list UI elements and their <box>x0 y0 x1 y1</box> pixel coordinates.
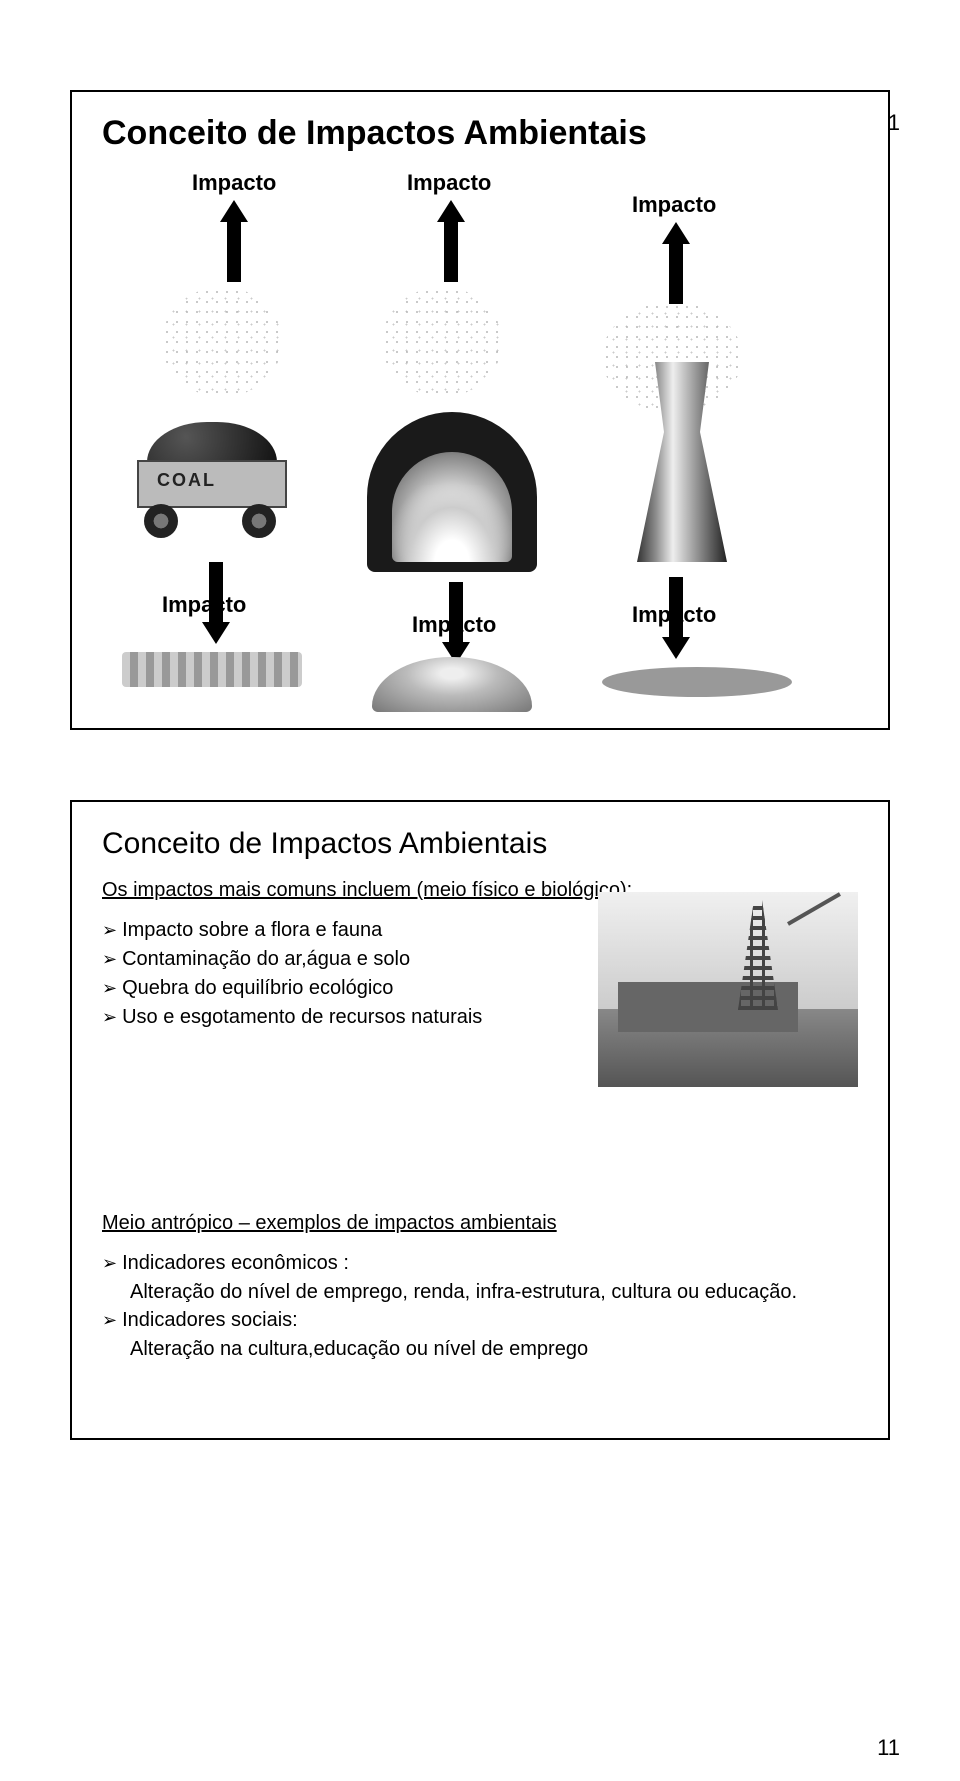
arrow-down-1 <box>202 622 230 644</box>
coal-cart: COAL <box>132 422 292 542</box>
anthropic-bullets: Indicadores econômicos : <box>102 1249 858 1278</box>
arrow-up-2 <box>437 200 465 222</box>
slide1-title: Conceito de Impactos Ambientais <box>102 114 647 153</box>
impact-label-bot-2: Impacto <box>412 612 496 638</box>
dust-cloud-1 <box>162 287 282 397</box>
ash-pile <box>372 657 532 712</box>
economic-detail: Alteração do nível de emprego, renda, in… <box>130 1278 858 1306</box>
water-surface <box>122 652 302 687</box>
slide2-subhead-2: Meio antrópico – exemplos de impactos am… <box>102 1212 858 1235</box>
furnace <box>362 402 542 572</box>
cooling-tower <box>617 362 747 562</box>
bullet-economic: Indicadores econômicos : <box>102 1249 858 1278</box>
ground-shadow <box>602 667 792 697</box>
page-number: 11 <box>877 1735 900 1761</box>
impact-label-bot-3: Impacto <box>632 602 716 628</box>
impact-label-top-3: Impacto <box>632 192 716 218</box>
social-bullets: Indicadores sociais: <box>102 1306 858 1335</box>
arrow-down-3 <box>662 637 690 659</box>
oil-rig-photo <box>598 892 858 1087</box>
bullet-social: Indicadores sociais: <box>102 1306 858 1335</box>
impact-label-top-1: Impacto <box>192 170 276 196</box>
impact-label-bot-1: Impacto <box>162 592 246 618</box>
slide-2: Conceito de Impactos Ambientais Os impac… <box>70 800 890 1440</box>
social-detail: Alteração na cultura,educação ou nível d… <box>130 1335 858 1363</box>
slide-1: Conceito de Impactos Ambientais Impacto … <box>70 90 890 730</box>
impact-label-top-2: Impacto <box>407 170 491 196</box>
coal-label: COAL <box>157 470 216 491</box>
dust-cloud-2 <box>382 287 502 397</box>
arrow-up-1 <box>220 200 248 222</box>
slide2-title: Conceito de Impactos Ambientais <box>102 827 858 861</box>
arrow-up-3 <box>662 222 690 244</box>
